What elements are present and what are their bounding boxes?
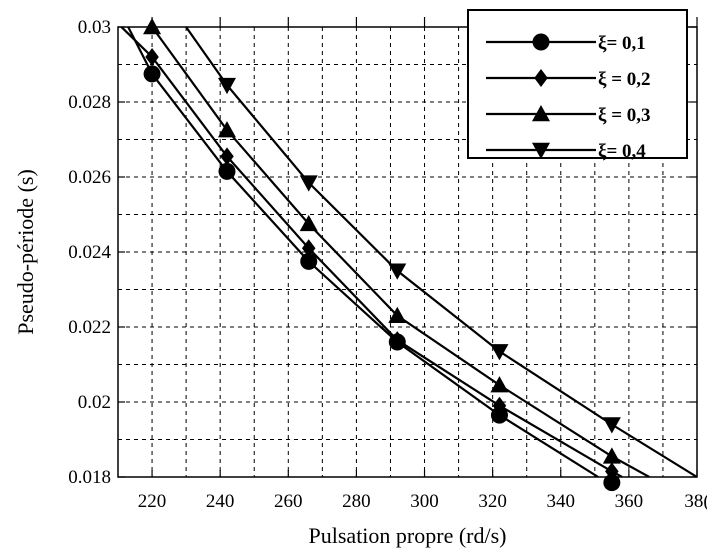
legend: ξ= 0,1 ξ = 0,2 ξ = 0,3 ξ= 0,4 bbox=[467, 9, 688, 162]
data-point bbox=[388, 263, 407, 280]
data-point bbox=[220, 147, 234, 166]
x-tick-label: 300 bbox=[410, 491, 439, 512]
x-tick-label: 340 bbox=[547, 491, 576, 512]
data-point bbox=[299, 175, 318, 192]
data-point bbox=[602, 447, 621, 464]
x-tick-label: 320 bbox=[478, 491, 507, 512]
legend-label: ξ = 0,2 bbox=[598, 69, 651, 90]
data-point bbox=[490, 376, 509, 393]
data-point bbox=[145, 48, 159, 66]
y-tick-label: 0.022 bbox=[68, 317, 111, 338]
data-point bbox=[605, 462, 619, 481]
series-2 bbox=[120, 27, 623, 481]
y-tick-label: 0.02 bbox=[78, 392, 111, 413]
data-point bbox=[388, 306, 407, 323]
legend-item: ξ = 0,3 bbox=[486, 105, 651, 126]
y-tick-label: 0.018 bbox=[68, 467, 111, 488]
data-point bbox=[603, 474, 621, 492]
x-axis-title: Pulsation propre (rd/s) bbox=[309, 523, 507, 548]
data-point bbox=[300, 252, 318, 270]
series-group bbox=[120, 18, 697, 492]
data-point bbox=[490, 344, 509, 361]
series-line bbox=[120, 27, 623, 477]
x-tick-label: 280 bbox=[342, 491, 371, 512]
legend-marker bbox=[534, 69, 548, 87]
legend-marker bbox=[532, 33, 550, 51]
legend-box bbox=[467, 9, 688, 159]
y-tick-label: 0.028 bbox=[68, 92, 111, 113]
data-point bbox=[217, 77, 236, 95]
legend-marker bbox=[532, 105, 550, 122]
data-point bbox=[492, 396, 507, 415]
y-axis-title: Pseudo-période (s) bbox=[13, 169, 38, 335]
x-tick-label: 360 bbox=[615, 491, 644, 512]
data-point bbox=[143, 18, 162, 35]
y-tick-label: 0.024 bbox=[68, 242, 111, 263]
x-tick-label: 38( bbox=[684, 491, 707, 512]
series-4 bbox=[185, 27, 697, 477]
data-point bbox=[301, 239, 316, 258]
data-point bbox=[490, 406, 508, 424]
legend-item: ξ= 0,1 bbox=[486, 33, 646, 54]
data-point bbox=[217, 121, 236, 138]
x-tick-label: 220 bbox=[138, 491, 167, 512]
data-point bbox=[299, 214, 318, 232]
legend-marker bbox=[532, 142, 550, 159]
legend-item: ξ= 0,4 bbox=[486, 141, 646, 162]
legend-item: ξ = 0,2 bbox=[486, 69, 651, 90]
series-1 bbox=[127, 27, 621, 492]
legend-label: ξ= 0,4 bbox=[598, 141, 646, 162]
legend-label: ξ = 0,3 bbox=[598, 105, 651, 126]
legend-label: ξ= 0,1 bbox=[598, 33, 646, 54]
y-tick-label: 0.03 bbox=[78, 17, 111, 38]
data-point bbox=[143, 65, 161, 83]
x-tick-label: 260 bbox=[274, 491, 303, 512]
data-point bbox=[390, 331, 405, 350]
data-point bbox=[602, 417, 621, 434]
axis-ticks: 220 240 260 280 300 320 340 360 38( 0.018 0.02 0.02… bbox=[68, 17, 707, 512]
y-tick-label: 0.026 bbox=[68, 167, 111, 188]
series-3 bbox=[143, 18, 650, 477]
x-tick-label: 240 bbox=[206, 491, 235, 512]
data-point bbox=[218, 162, 236, 180]
